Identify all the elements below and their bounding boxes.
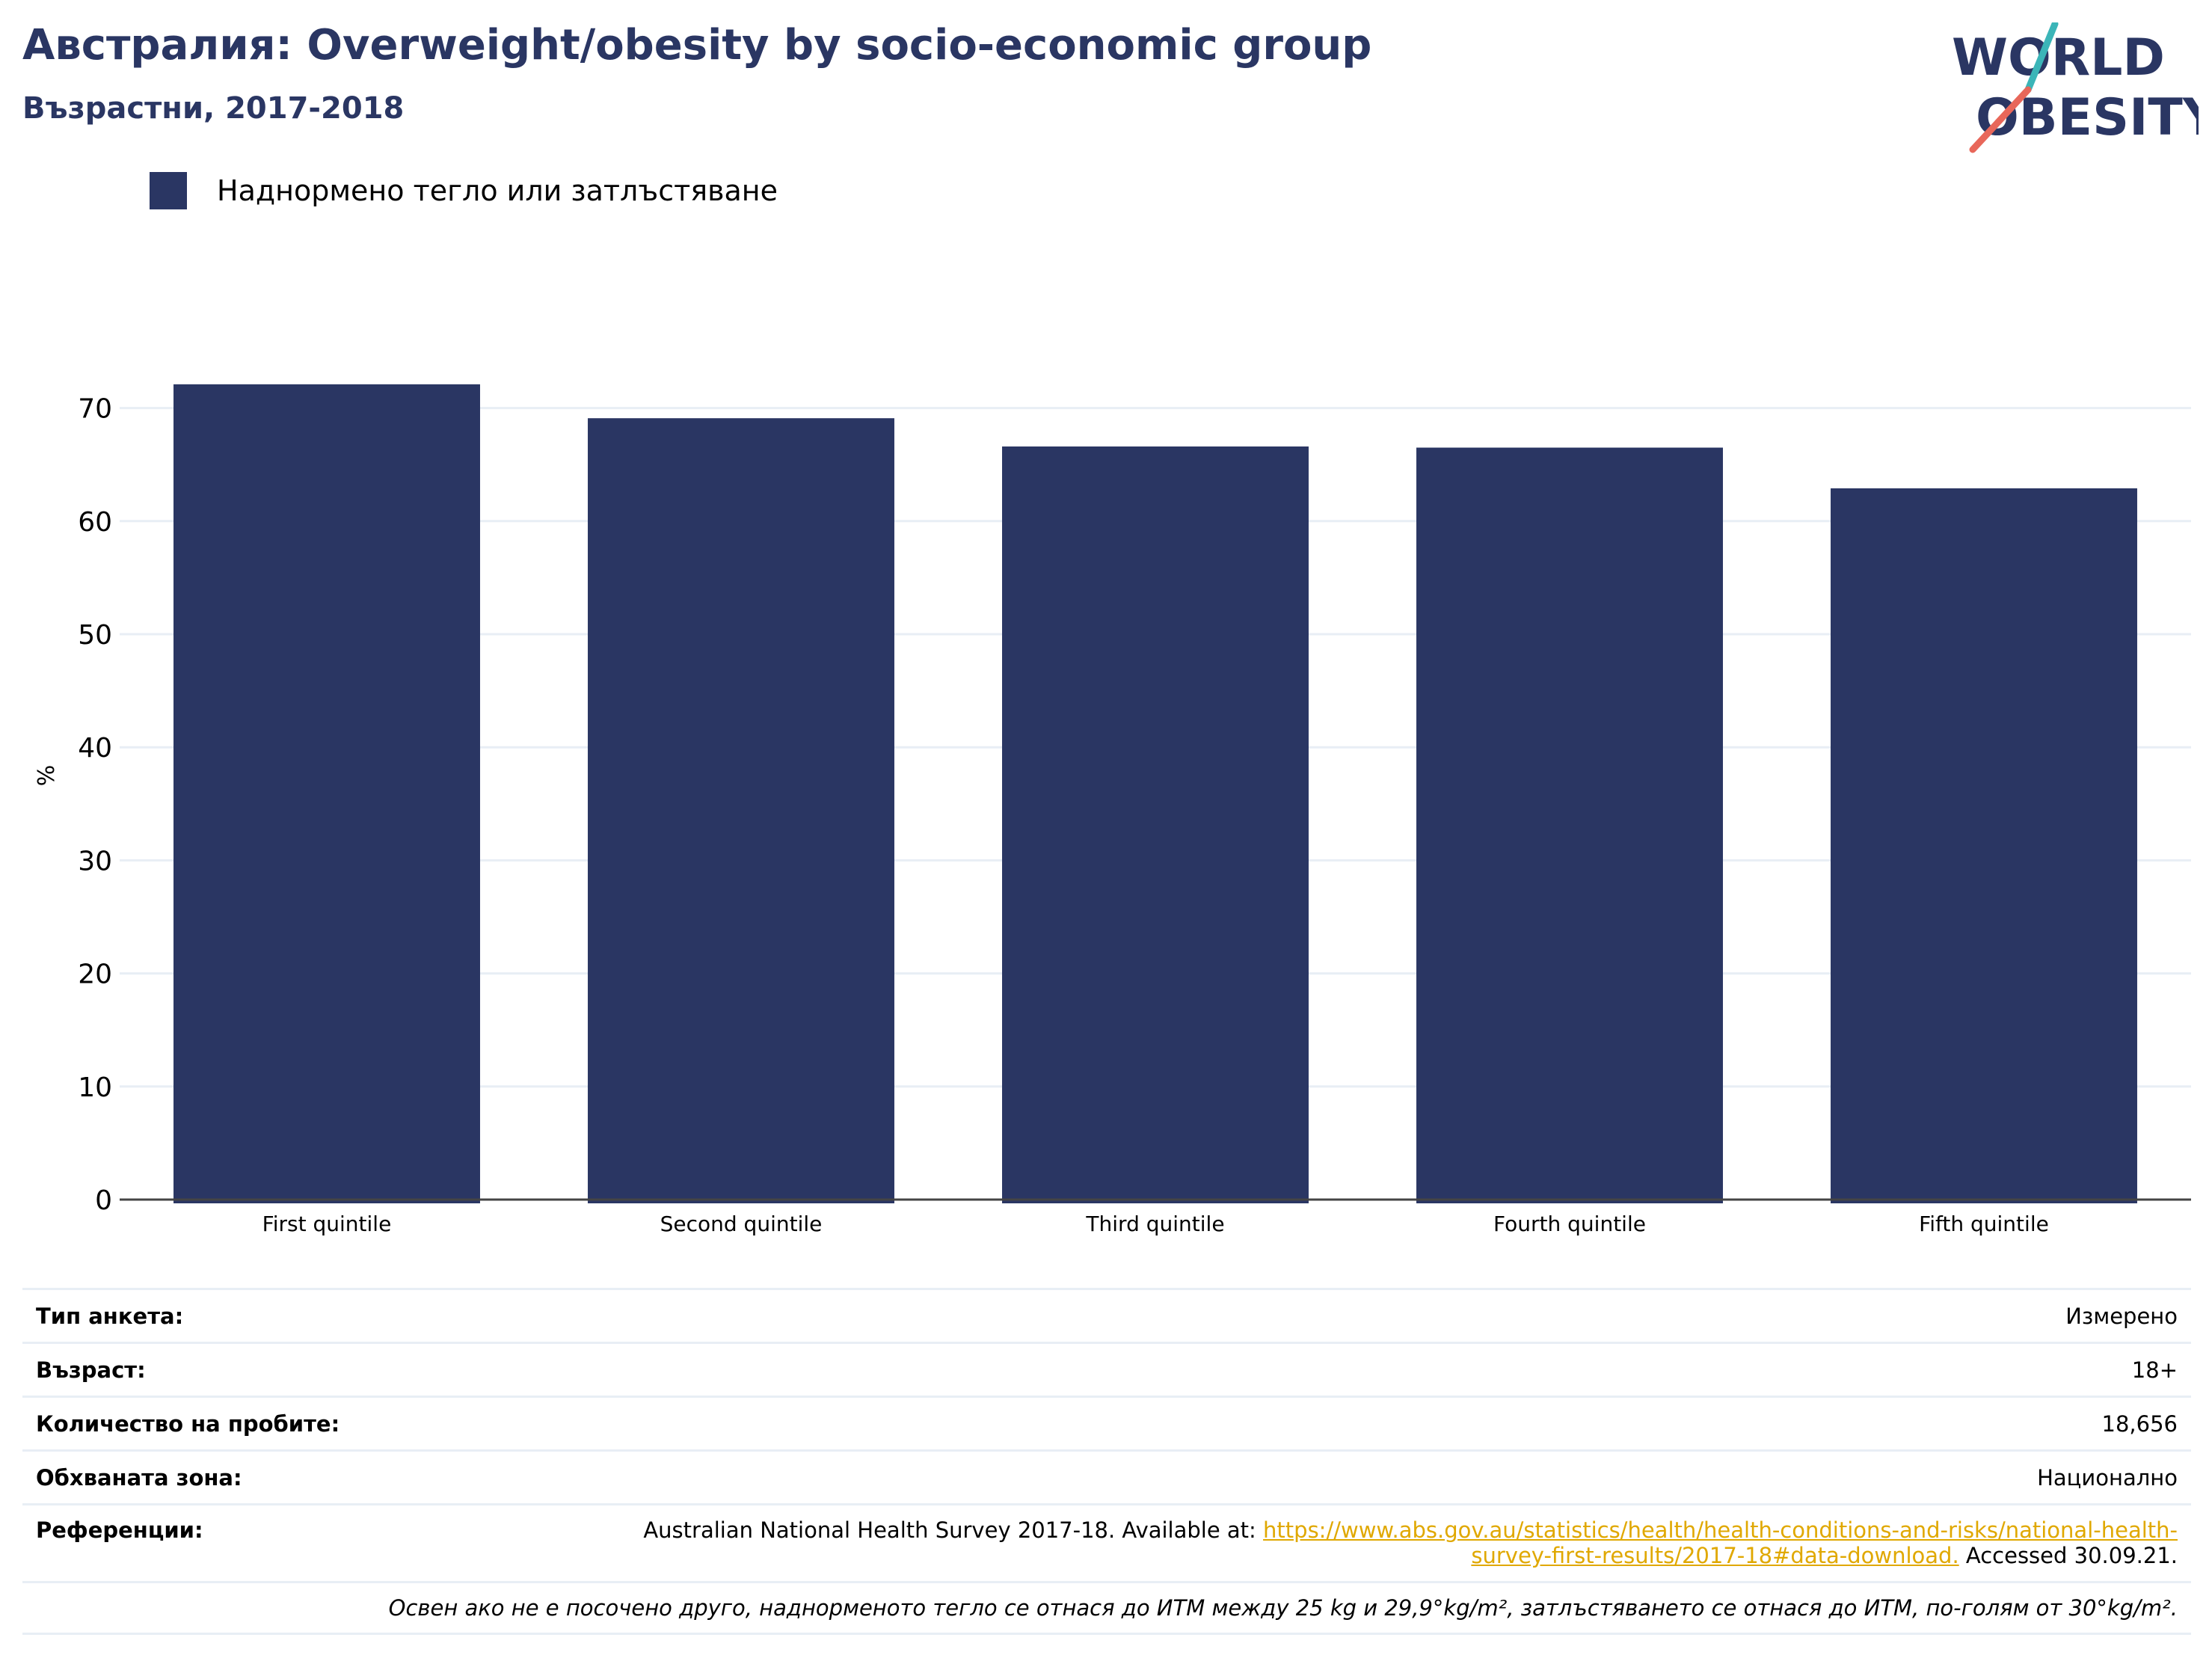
chart-title: Австралия: Overweight/obesity by socio-e… xyxy=(22,21,1372,70)
logo-slash-top xyxy=(2024,22,2059,93)
definition-note: Освен ако не е посочено друго, наднормен… xyxy=(388,1595,2178,1621)
x-tick-label: Fifth quintile xyxy=(1919,1212,2049,1236)
y-tick-label: 30 xyxy=(78,846,112,877)
bar-chart: 0 10 20 30 40 50 60 70 First quintile Second quin… xyxy=(34,384,2191,1236)
bar xyxy=(588,418,894,1203)
legend: Наднормено тегло или затлъстяване xyxy=(150,172,778,209)
chart-subtitle: Възрастни, 2017-2018 xyxy=(22,91,405,126)
area-row: Обхваната зона: Национално xyxy=(22,1449,2191,1503)
logo-text-obesity: OBESITY xyxy=(1976,88,2199,147)
bar xyxy=(1831,488,2137,1203)
y-tick-label: 70 xyxy=(78,394,112,425)
age-value: 18+ xyxy=(2131,1357,2178,1383)
references-value: Australian National Health Survey 2017-1… xyxy=(570,1517,2178,1568)
bar xyxy=(173,384,480,1203)
age-row: Възраст: 18+ xyxy=(22,1342,2191,1396)
area-label: Обхваната зона: xyxy=(36,1464,242,1491)
logo-slash-bottom xyxy=(1969,86,2032,153)
survey-info-table: Тип анкета: Измерено Възраст: 18+ Количе… xyxy=(22,1288,2191,1635)
x-tick-label: Fourth quintile xyxy=(1493,1212,1646,1236)
sample-size-value: 18,656 xyxy=(2101,1410,2178,1437)
references-suffix: Accessed 30.09.21. xyxy=(1958,1543,2178,1568)
legend-label: Наднормено тегло или затлъстяване xyxy=(217,174,778,207)
x-tick-label: Second quintile xyxy=(660,1212,823,1236)
x-tick-label: First quintile xyxy=(262,1212,392,1236)
x-tick-label: Third quintile xyxy=(1085,1212,1224,1236)
y-tick-label: 50 xyxy=(78,620,112,651)
age-label: Възраст: xyxy=(36,1357,146,1383)
references-link[interactable]: https://www.abs.gov.au/statistics/health… xyxy=(1263,1517,2178,1568)
y-tick-label: 10 xyxy=(78,1072,112,1103)
definition-note-row: Освен ако не е посочено друго, наднормен… xyxy=(22,1581,2191,1635)
y-tick-label: 0 xyxy=(95,1185,112,1216)
y-tick-label: 60 xyxy=(78,507,112,538)
survey-type-label: Тип анкета: xyxy=(36,1303,184,1329)
references-label: Референции: xyxy=(36,1517,203,1543)
sample-size-label: Количество на пробите: xyxy=(36,1410,340,1437)
references-prefix: Australian National Health Survey 2017-1… xyxy=(643,1517,1264,1543)
bar xyxy=(1002,446,1309,1203)
survey-type-value: Измерено xyxy=(2065,1303,2178,1329)
references-row: Референции: Australian National Health S… xyxy=(22,1503,2191,1581)
bar xyxy=(1416,447,1723,1203)
y-tick-label: 40 xyxy=(78,733,112,764)
y-tick-label: 20 xyxy=(78,960,112,990)
area-value: Национално xyxy=(2037,1464,2178,1491)
world-obesity-logo: WORLD OBESITY xyxy=(1952,22,2199,153)
sample-size-row: Количество на пробите: 18,656 xyxy=(22,1396,2191,1449)
y-axis-title: % xyxy=(34,765,60,787)
logo-text-world: WORLD xyxy=(1952,28,2165,88)
legend-swatch xyxy=(150,172,187,209)
survey-type-row: Тип анкета: Измерено xyxy=(22,1288,2191,1342)
